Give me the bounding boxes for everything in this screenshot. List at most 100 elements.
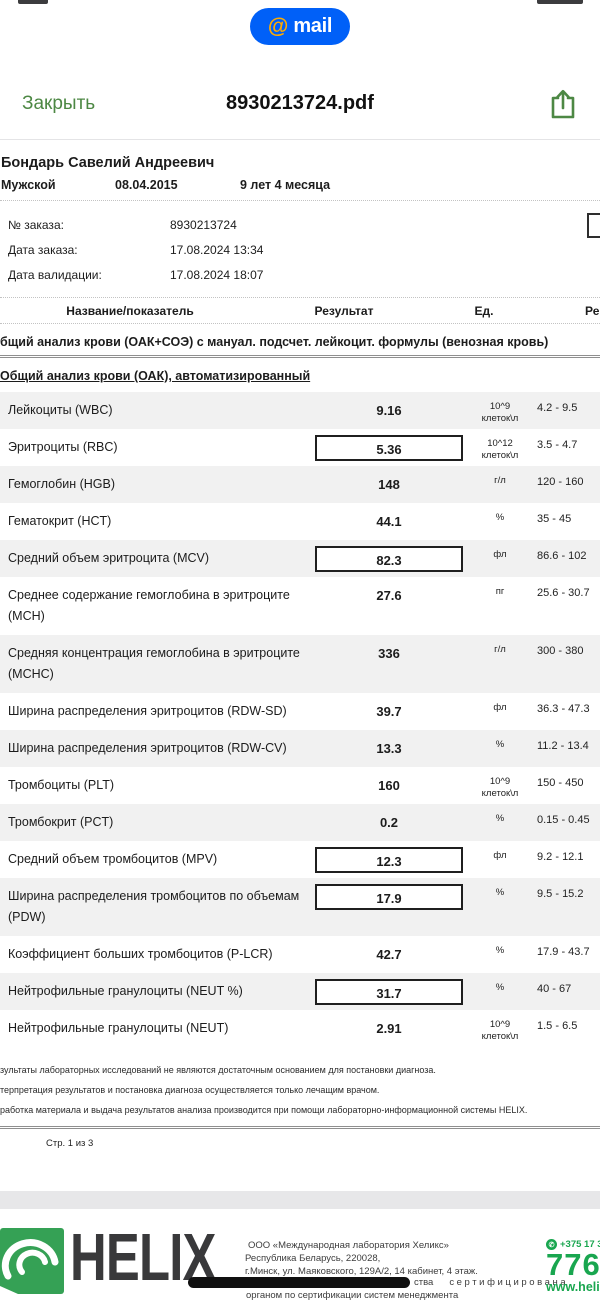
order-date-label: Дата заказа: — [8, 242, 78, 257]
table-header: Название/показатель Результат Ед. Ре — [0, 297, 600, 324]
test-result-cell: 160 — [315, 767, 463, 799]
table-row: Средняя концентрация гемоглобина в эритр… — [0, 635, 600, 693]
company-address: г.Минск, ул. Маяковского, 129А/2, 14 каб… — [245, 1266, 478, 1277]
test-reference-range: 86.6 - 102 — [537, 550, 587, 562]
test-unit: 10^9 клеток\л — [481, 1019, 519, 1042]
company-name: ООО «Международная лаборатория Хеликс» — [248, 1240, 449, 1251]
table-row: Средний объем тромбоцитов (MPV) 12.3 фл … — [0, 841, 600, 878]
test-result-cell: 13.3 — [315, 730, 463, 762]
test-result-cell: 0.2 — [315, 804, 463, 836]
table-row: Нейтрофильные гранулоциты (NEUT) 2.91 10… — [0, 1010, 600, 1047]
test-result-value: 2.91 — [376, 1021, 402, 1036]
table-row: Эритроциты (RBC) 5.36 10^12 клеток\л 3.5… — [0, 429, 600, 466]
footnotes: зультаты лабораторных исследований не яв… — [0, 1060, 600, 1120]
test-name: Нейтрофильные гранулоциты (NEUT) — [8, 1021, 229, 1035]
divider — [0, 200, 600, 201]
test-name: Лейкоциты (WBC) — [8, 403, 113, 417]
test-name: Средний объем эритроцита (MCV) — [8, 551, 210, 565]
test-unit: % — [495, 982, 505, 993]
redaction-bar — [188, 1277, 410, 1288]
test-unit: % — [495, 813, 505, 824]
column-header-reference: Ре — [585, 304, 600, 318]
test-reference-range: 25.6 - 30.7 — [537, 587, 590, 599]
mail-app-badge: @ mail — [250, 8, 350, 45]
pdf-page-2: HELIX ООО «Международная лаборатория Хел… — [0, 1209, 600, 1301]
pdf-page-view[interactable]: Бондарь Савелий Андреевич Мужской 08.04.… — [0, 140, 600, 1149]
table-row: Ширина распределения эритроцитов (RDW-SD… — [0, 693, 600, 730]
test-result-value: 148 — [378, 477, 400, 492]
footnote: работка материала и выдача результатов а… — [0, 1105, 528, 1115]
test-result-cell: 17.9 — [315, 878, 463, 910]
certification-line: ства сертифицирована — [188, 1277, 568, 1288]
order-info: № заказа: 8930213724 Дата заказа: 17.08.… — [0, 201, 600, 297]
patient-name: Бондарь Савелий Андреевич — [1, 155, 215, 171]
pdf-title: 8930213724.pdf — [226, 92, 374, 114]
panel-section-title: бщий анализ крови (ОАК+СОЭ) с мануал. по… — [0, 335, 549, 349]
test-reference-range: 1.5 - 6.5 — [537, 1020, 578, 1032]
page-gap — [0, 1191, 600, 1209]
certification-body-line: органом по сертификации систем менеджмен… — [246, 1290, 459, 1301]
divider — [0, 1126, 600, 1129]
test-reference-range: 40 - 67 — [537, 983, 572, 995]
phone-icon: ✆ — [546, 1239, 557, 1250]
pdf-viewer-header: Закрыть 8930213724.pdf — [0, 50, 600, 140]
certification-text-fragment: ства — [414, 1277, 434, 1288]
test-name: Среднее содержание гемоглобина в эритроц… — [8, 588, 290, 623]
validation-date-label: Дата валидации: — [8, 267, 102, 282]
patient-age: 9 лет 4 месяца — [240, 178, 331, 192]
test-reference-range: 9.5 - 15.2 — [537, 888, 584, 900]
test-name: Эритроциты (RBC) — [8, 440, 118, 454]
test-reference-range: 9.2 - 12.1 — [537, 851, 584, 863]
share-icon — [551, 89, 575, 118]
test-unit: фл — [493, 850, 507, 861]
close-button[interactable]: Закрыть — [22, 92, 96, 114]
test-name: Средняя концентрация гемоглобина в эритр… — [8, 646, 300, 681]
share-button[interactable] — [548, 88, 578, 120]
test-name: Ширина распределения эритроцитов (RDW-SD… — [8, 704, 287, 718]
test-result-value: 13.3 — [376, 741, 402, 756]
patient-demographics: Мужской 08.04.2015 9 лет 4 месяца — [0, 178, 600, 200]
website-link: www.helix — [546, 1280, 600, 1294]
test-unit: % — [495, 739, 505, 750]
table-row: Тромбоциты (PLT) 160 10^9 клеток\л 150 -… — [0, 767, 600, 804]
test-name: Средний объем тромбоцитов (MPV) — [8, 852, 218, 866]
test-unit: 10^9 клеток\л — [481, 776, 519, 799]
test-result-value: 12.3 — [315, 847, 463, 873]
test-result-cell: 12.3 — [315, 841, 463, 873]
test-unit: % — [495, 945, 505, 956]
table-row: Ширина распределения эритроцитов (RDW-CV… — [0, 730, 600, 767]
test-unit: фл — [493, 702, 507, 713]
test-result-value: 31.7 — [315, 979, 463, 1005]
test-result-cell: 336 — [315, 635, 463, 667]
test-result-value: 9.16 — [376, 403, 402, 418]
contact-block: ✆ +375 17 338 776 www.helix — [546, 1239, 600, 1294]
at-icon: @ — [267, 15, 289, 38]
test-reference-range: 17.9 - 43.7 — [537, 946, 590, 958]
test-result-value: 39.7 — [376, 704, 402, 719]
test-result-value: 42.7 — [376, 947, 402, 962]
footnote: терпретация результатов и постановка диа… — [0, 1085, 380, 1095]
page-indicator: Стр. 1 из 3 — [46, 1138, 94, 1149]
certification-word: сертифицирована — [449, 1277, 569, 1288]
test-result-cell: 31.7 — [315, 973, 463, 1005]
status-bar-artifact — [18, 0, 48, 4]
test-result-value: 5.36 — [315, 435, 463, 461]
test-reference-range: 150 - 450 — [537, 777, 584, 789]
order-number-label: № заказа: — [8, 217, 64, 232]
test-name: Ширина распределения тромбоцитов по объе… — [8, 889, 300, 924]
test-unit: % — [495, 512, 505, 523]
table-row: Коэффициент больших тромбоцитов (P-LCR) … — [0, 936, 600, 973]
test-reference-range: 120 - 160 — [537, 476, 584, 488]
company-country: Республика Беларусь, 220028, — [245, 1253, 381, 1264]
test-result-cell: 148 — [315, 466, 463, 498]
test-result-cell: 2.91 — [315, 1010, 463, 1042]
phone-line: ✆ +375 17 338 — [546, 1239, 600, 1250]
test-result-cell: 9.16 — [315, 392, 463, 424]
test-result-value: 160 — [378, 778, 400, 793]
validation-date-value: 17.08.2024 18:07 — [170, 267, 264, 282]
brand-name: mail — [293, 15, 333, 37]
patient-birth-date: 08.04.2015 — [115, 178, 178, 192]
status-bar-artifact — [537, 0, 583, 4]
test-unit: пг — [495, 586, 505, 597]
test-result-cell: 39.7 — [315, 693, 463, 725]
